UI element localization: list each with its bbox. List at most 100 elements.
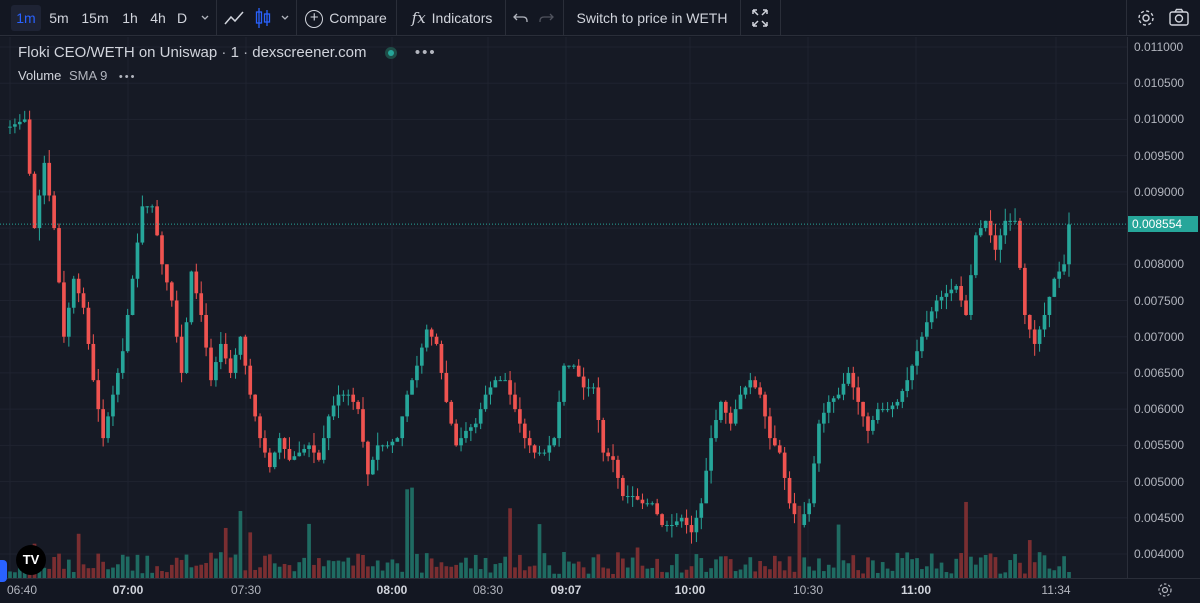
volume-bar [96, 553, 101, 578]
settings-gear-icon[interactable] [1157, 582, 1173, 603]
volume-bar [601, 567, 606, 578]
volume-bar [81, 564, 86, 578]
volume-bar [635, 547, 640, 578]
candle-body [209, 347, 213, 381]
volume-bar [145, 555, 150, 578]
candle-body [817, 423, 821, 464]
candle-body [807, 503, 811, 515]
price-axis-label: 0.004000 [1134, 547, 1185, 561]
volume-bar [1003, 572, 1008, 578]
volume-bar [341, 561, 346, 578]
volume-bar [233, 554, 238, 578]
volume-bar [812, 570, 816, 578]
candle-body [1032, 329, 1037, 344]
volume-bar [390, 559, 395, 578]
candle-body [978, 228, 983, 236]
chart-pane[interactable] [0, 37, 1127, 578]
price-axis-label: 0.007500 [1134, 293, 1185, 308]
candle-body [719, 401, 723, 421]
volume-bar [297, 562, 302, 578]
interval-4h-button[interactable]: 4h [150, 10, 166, 26]
interval-1h-button[interactable]: 1h [122, 10, 138, 26]
volume-bar [522, 570, 527, 578]
volume-bar [782, 570, 787, 578]
volume-bar [885, 568, 890, 578]
volume-bar [900, 558, 905, 578]
candle-body [155, 206, 159, 236]
candle-body [1057, 271, 1062, 279]
volume-bar [179, 559, 184, 578]
interval-D-button[interactable]: D [176, 10, 188, 26]
candle-body [763, 394, 767, 417]
candle-body [699, 503, 704, 518]
candle-body [929, 311, 934, 323]
candle-body [415, 365, 419, 381]
line-chart-icon[interactable] [219, 0, 249, 36]
volume-bar [871, 560, 875, 578]
interval-1m-button[interactable]: 1m [11, 5, 41, 31]
volume-bar [66, 559, 71, 578]
volume-bar [772, 555, 777, 578]
undo-icon[interactable] [510, 0, 532, 36]
chart-type-chevron-icon[interactable] [275, 0, 295, 36]
candlestick-chart[interactable] [0, 37, 1127, 578]
volume-options-icon[interactable]: ••• [118, 71, 137, 83]
more-options-icon[interactable]: ••• [414, 44, 437, 61]
volume-bar [542, 553, 547, 578]
candlestick-chart-icon[interactable] [251, 0, 275, 36]
candle-body [253, 394, 257, 417]
interval-dropdown-chevron-icon[interactable] [195, 0, 215, 36]
volume-bar [464, 557, 468, 578]
volume-bar [547, 565, 552, 578]
candle-body [616, 459, 620, 478]
market-status-icon [384, 47, 397, 60]
volume-bar [228, 557, 233, 578]
volume-bar [920, 569, 924, 578]
volume-bar [160, 570, 164, 578]
switch-price-button[interactable]: Switch to price in WETH [576, 10, 728, 26]
indicators-button[interactable]: fx Indicators [402, 0, 502, 36]
volume-bar [571, 563, 576, 578]
candle-body [518, 409, 522, 424]
interval-15m-button[interactable]: 15m [81, 10, 109, 26]
volume-bar [130, 570, 135, 578]
volume-bar [62, 568, 66, 578]
candle-body [356, 401, 360, 410]
compare-button[interactable]: + Compare [300, 0, 392, 36]
volume-bar [125, 556, 130, 578]
time-axis[interactable]: 06:40 07:00 07:30 08:00 08:30 09:07 10:00 10:30… [0, 578, 1200, 600]
volume-bar [1037, 552, 1042, 578]
camera-icon[interactable] [1165, 0, 1193, 36]
volume-bar [189, 567, 194, 578]
volume-bar [910, 559, 914, 578]
volume-bar [1018, 562, 1022, 578]
fullscreen-icon[interactable] [745, 0, 775, 36]
volume-bar [120, 554, 125, 578]
candle-body [268, 452, 272, 468]
candle-body [777, 445, 782, 453]
candle-body [974, 235, 978, 276]
candle-body [184, 322, 189, 373]
candle-body [758, 387, 762, 395]
candle-body [52, 195, 56, 229]
volume-bar [1032, 562, 1037, 578]
candle-body [738, 394, 743, 410]
candle-body [248, 365, 253, 395]
interval-5m-button[interactable]: 5m [49, 10, 69, 26]
candle-body [1027, 314, 1032, 330]
price-axis[interactable]: 0.011000 0.010500 0.010000 0.009500 0.009000… [1127, 37, 1200, 578]
candle-body [410, 380, 414, 395]
candle-body [282, 438, 287, 449]
candle-body [1062, 264, 1066, 272]
redo-icon[interactable] [535, 0, 557, 36]
volume-bar [218, 552, 223, 578]
settings-gear-icon[interactable] [1132, 0, 1160, 36]
scroll-handle[interactable] [0, 560, 7, 582]
candle-body [419, 347, 424, 366]
volume-bar [434, 566, 439, 578]
volume-bar [758, 560, 762, 578]
time-axis-label: 11:00 [900, 583, 932, 597]
candle-body [885, 409, 890, 411]
volume-bar [915, 558, 919, 578]
volume-bar [988, 553, 993, 578]
